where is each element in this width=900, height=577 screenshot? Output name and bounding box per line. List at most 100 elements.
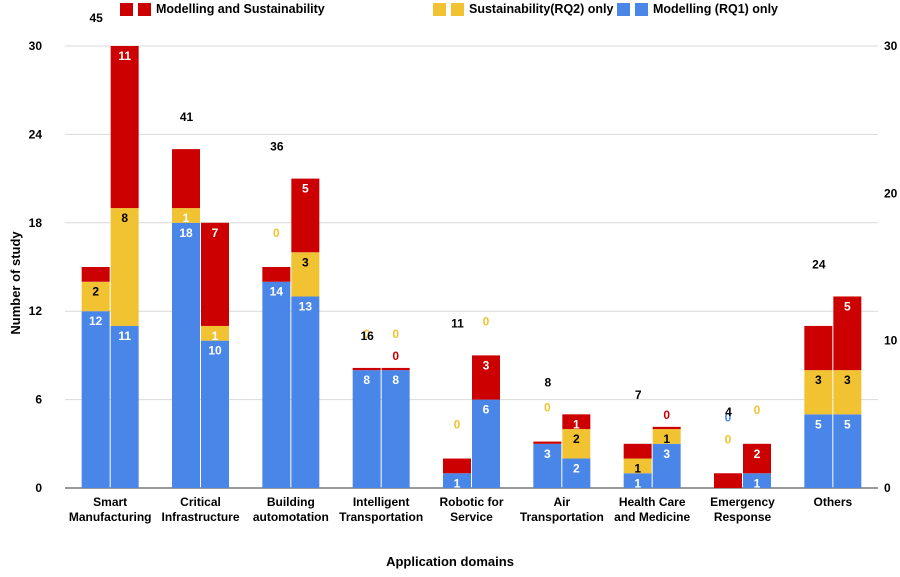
segment-label: 0: [392, 327, 399, 341]
segment-label: 14: [270, 285, 284, 299]
x-category-label-line: Transportation: [520, 510, 604, 524]
segment-label: 1: [663, 432, 670, 446]
y2-tick-label: 10: [884, 334, 898, 348]
bar-segment-model: [623, 473, 652, 488]
bar-segment-sust: [201, 325, 229, 341]
y-tick-label: 24: [29, 127, 43, 141]
x-category-label: Others: [813, 495, 852, 509]
segment-label: 3: [483, 358, 490, 372]
x-category-label-line: Others: [813, 495, 852, 509]
legend-label-model: Modelling (RQ1) only: [653, 2, 778, 16]
y-tick-label: 0: [35, 481, 42, 495]
x-category-label-line: Health Care: [619, 495, 686, 509]
segment-label: 5: [815, 417, 822, 431]
bar-segment-model: [652, 443, 681, 488]
x-category-label-line: Intelligent: [353, 495, 410, 509]
segment-label: 3: [302, 255, 309, 269]
bar-segment-model: [472, 399, 500, 488]
bar-segment-model: [533, 443, 562, 488]
bar-segment-both: [652, 426, 681, 430]
bar-segment-both: [352, 367, 381, 371]
bar-segment-both: [714, 473, 742, 488]
segment-label: 3: [815, 373, 822, 387]
bar-segment-both: [562, 414, 591, 430]
bar-segment-model: [562, 458, 591, 488]
segment-label: 1: [634, 476, 641, 490]
bar-segment-both: [381, 367, 410, 371]
legend-swatch-model: [617, 2, 630, 16]
x-category-label-line: Emergency: [710, 495, 775, 509]
y-tick-label: 30: [29, 39, 43, 53]
legend-swatch-both-2: [138, 2, 151, 16]
segment-label: 1: [573, 417, 580, 431]
bar-segment-both: [472, 355, 500, 400]
bar-segment-model: [81, 311, 110, 488]
bars: 1221181118110171401335808001060330221113…: [81, 11, 862, 490]
bar-segment-both: [291, 178, 320, 253]
y-tick-label: 18: [29, 216, 43, 230]
bar-segment-both: [262, 267, 291, 282]
y-axis-right: 0 10 20 30: [884, 39, 898, 495]
group-total-label: 7: [635, 388, 642, 402]
segment-label: 2: [754, 447, 761, 461]
bar-segment-both: [443, 458, 471, 474]
gridlines: [65, 45, 878, 489]
segment-label: 1: [754, 476, 761, 490]
segment-label: 0: [483, 314, 490, 328]
bar-segment-sust: [562, 429, 591, 459]
bar-segment-both: [533, 441, 562, 444]
segment-label: 7: [212, 226, 219, 240]
bar-segment-both: [804, 325, 833, 371]
bar-segment-both: [81, 267, 110, 282]
y2-tick-label: 30: [884, 39, 898, 53]
segment-label: 2: [92, 285, 99, 299]
x-category-label: Health Care and Medicine: [614, 495, 690, 524]
bar-segment-both: [201, 222, 229, 326]
bar-segment-sust: [172, 208, 200, 223]
segment-label: 2: [573, 432, 580, 446]
segment-label: 5: [844, 299, 851, 313]
x-category-label: Robotic for Service: [440, 495, 504, 524]
segment-label: 0: [273, 226, 280, 240]
legend-label-both: Modelling and Sustainability: [156, 2, 325, 16]
x-category-label-line: Critical: [180, 495, 221, 509]
x-category-label: Air Transportation: [520, 495, 604, 524]
bar-segment-model: [352, 370, 381, 488]
legend-item-sust: Sustainability(RQ2) only: [433, 2, 613, 16]
bar-segment-sust: [804, 370, 833, 415]
bar-segment-sust: [623, 458, 652, 474]
segment-label: 0: [363, 327, 370, 341]
x-category-label-line: and Medicine: [614, 510, 690, 524]
bar-segment-model: [291, 296, 320, 488]
bar-segment-model: [201, 340, 229, 488]
x-axis: Smart Manufacturing Critical Infrastructure…: [69, 495, 853, 524]
group-total-label: 11: [451, 316, 464, 330]
segment-label: 18: [179, 226, 193, 240]
segment-label: 3: [663, 447, 670, 461]
segment-label: 0: [392, 349, 399, 363]
x-category-label: Critical Infrastructure: [161, 495, 239, 524]
group-total-label: 41: [180, 110, 194, 124]
y-tick-label: 6: [35, 393, 42, 407]
segment-label: 0: [454, 418, 461, 432]
segment-label: 3: [844, 373, 851, 387]
segment-label: 11: [118, 49, 131, 63]
segment-label: 3: [544, 447, 551, 461]
y2-tick-label: 0: [884, 481, 891, 495]
y2-tick-label: 20: [884, 186, 898, 200]
x-category-label: Emergency Response: [710, 495, 775, 524]
segment-label: 0: [754, 403, 761, 417]
y-tick-label: 12: [29, 304, 43, 318]
bar-segment-model: [172, 222, 200, 489]
bar-segment-both: [110, 46, 139, 209]
group-total-label: 36: [270, 140, 284, 154]
x-category-label: Smart Manufacturing: [69, 495, 152, 524]
segment-label: 8: [363, 373, 370, 387]
x-category-label-line: Robotic for: [440, 495, 504, 509]
bar-segment-model: [833, 414, 862, 488]
group-total-label: 16: [360, 329, 374, 343]
bar-segment-sust: [81, 281, 110, 312]
bar-segment-both: [623, 443, 652, 459]
segment-label: 0: [725, 410, 732, 424]
